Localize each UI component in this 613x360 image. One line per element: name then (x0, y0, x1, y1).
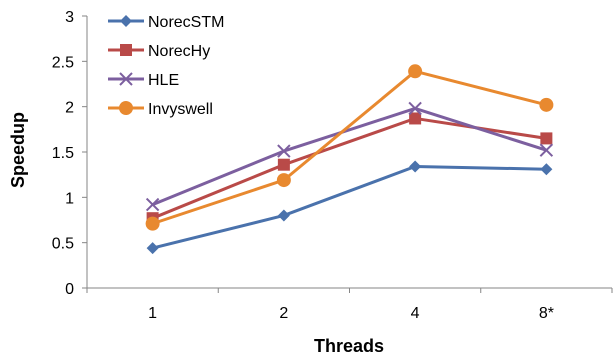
data-point-hle (277, 144, 291, 158)
legend-label: NorecSTM (148, 14, 224, 31)
x-tick-label: 8* (539, 305, 554, 322)
legend-item-norecstm: NorecSTM (108, 14, 224, 31)
legend-label: NorecHy (148, 43, 210, 60)
data-point-norecstm (277, 209, 290, 222)
legend-marker-invyswell (119, 101, 133, 115)
series-line-hle (152, 106, 547, 206)
legend-item-hle: HLE (108, 72, 179, 89)
y-tick-label: 0.5 (52, 236, 74, 253)
marker-stroke (277, 144, 291, 158)
series-line-invyswell (152, 69, 547, 226)
data-point-norechy (277, 158, 290, 171)
data-point-hle (145, 197, 160, 212)
y-tick-label: 0 (65, 281, 74, 298)
data-point-norecstm (540, 163, 553, 176)
x-tick-label: 4 (411, 305, 420, 322)
legend-label: HLE (148, 72, 179, 89)
legend-item-invyswell: Invyswell (108, 101, 213, 118)
x-tick-label: 2 (279, 305, 288, 322)
legend-marker-norecstm (120, 15, 132, 27)
data-point-norechy (540, 132, 553, 145)
data-point-invyswell (145, 216, 160, 231)
series-layer (145, 64, 554, 255)
marker-stroke (119, 72, 133, 86)
data-point-norecstm (146, 242, 159, 255)
chart-legend: NorecSTM NorecHy HLE Invyswell (108, 14, 224, 118)
data-point-norecstm (409, 160, 422, 173)
data-point-hle (408, 101, 422, 116)
data-point-norechy (409, 112, 422, 125)
legend-item-norechy: NorecHy (108, 43, 210, 60)
data-point-invyswell (276, 173, 291, 188)
x-tick-label: 1 (148, 305, 157, 322)
y-tick-label: 1.5 (52, 145, 74, 162)
y-tick-label: 2 (65, 100, 74, 117)
y-tick-label: 2.5 (52, 54, 74, 71)
data-point-invyswell (408, 64, 423, 79)
y-tick-label: 1 (65, 190, 74, 207)
chart-axes: 0 0.5 1 1.5 2 2.5 3 1 2 4 8* (52, 9, 613, 322)
series-invyswell (145, 64, 554, 231)
series-norecstm (146, 160, 553, 255)
y-tick-label: 3 (65, 9, 74, 26)
legend-marker-norechy (120, 44, 132, 56)
series-hle (145, 101, 554, 212)
data-point-invyswell (539, 97, 554, 112)
y-axis-title: Speedup (8, 112, 28, 188)
data-point-hle (539, 143, 554, 157)
marker-stroke (408, 101, 422, 116)
marker-stroke (145, 197, 160, 212)
marker-stroke (539, 143, 554, 157)
legend-label: Invyswell (148, 101, 213, 118)
series-line-norecstm (152, 165, 547, 250)
legend-marker-hle (119, 72, 133, 86)
x-axis-title: Threads (314, 336, 384, 356)
